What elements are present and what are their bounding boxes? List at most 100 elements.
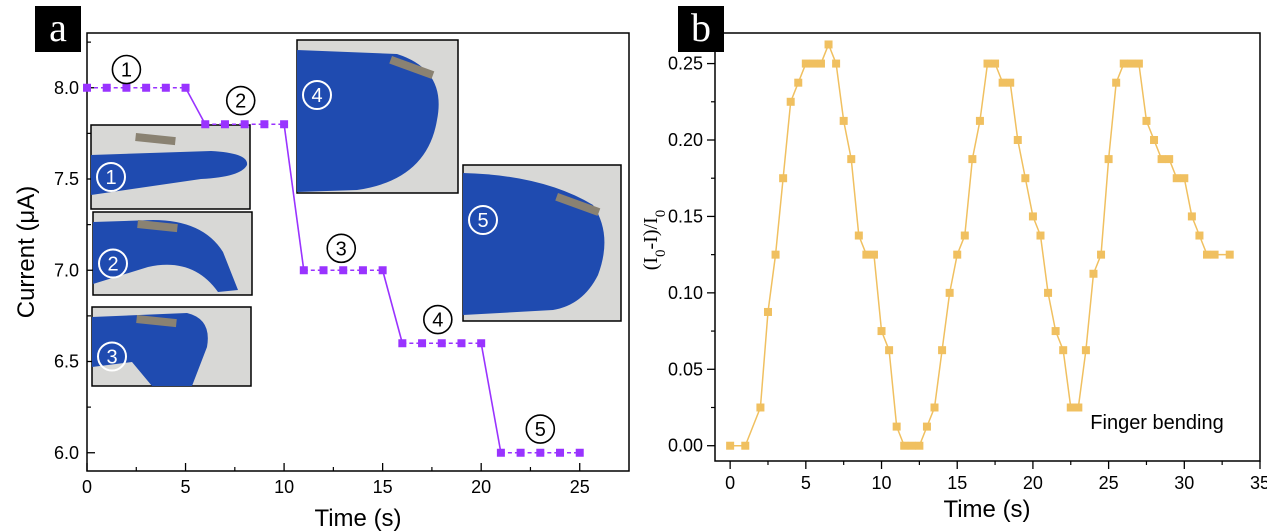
- panel-b-data-point: [741, 441, 750, 450]
- step-label: 1: [121, 60, 132, 82]
- inset-number-circle: [98, 248, 128, 279]
- panel-b-data-point: [794, 78, 803, 87]
- panel-b-data-point: [998, 78, 1007, 87]
- panel-b-data-point: [1127, 59, 1136, 68]
- panel-a-data-point: [142, 83, 151, 92]
- panel-a-series-segment: [480, 343, 502, 453]
- panel-b-x-tick-label: 30: [1174, 473, 1194, 493]
- inset-photo-3: 3: [91, 306, 252, 387]
- panel-b-letter-box: [678, 6, 724, 52]
- panel-b-data-point: [832, 59, 841, 68]
- panel-a-data-point: [220, 120, 229, 129]
- panel-b-y-tick-label: 0.20: [668, 130, 703, 150]
- panel-a-y-tick-label: 6.0: [54, 443, 79, 463]
- inset-number-label: 2: [107, 254, 118, 276]
- panel-b-data-point: [1134, 59, 1143, 68]
- panel-b-x-tick-label: 25: [1099, 473, 1119, 493]
- inset-number-label: 3: [106, 347, 117, 369]
- panel-a-data-point: [319, 266, 328, 275]
- panel-a-data-point: [477, 339, 486, 348]
- panel-b-data-point: [1097, 250, 1106, 259]
- inset-photo-2: 2: [92, 211, 253, 296]
- panel-b-data-point: [877, 327, 886, 336]
- step-label: 2: [235, 91, 246, 113]
- panel-b-axes: 0 5 10 15 20 25 30 35 0.00 0.05 0.10 0.15 0.20 0.25: [668, 54, 1267, 493]
- panel-b-chart: b 0 5 10 15 20 25 30 35 0.00 0.05 0.10 0.15 0.20 0.25…: [640, 5, 1267, 523]
- panel-b-data-point: [801, 59, 810, 68]
- step-label: 4: [432, 310, 443, 332]
- panel-b-data-point: [991, 59, 1000, 68]
- panel-b-data-point: [892, 422, 901, 431]
- panel-b-data-point: [1036, 231, 1045, 240]
- panel-b-data-point: [839, 116, 848, 125]
- panel-b-y-tick-label: 0.10: [668, 283, 703, 303]
- panel-b-series: [726, 40, 1234, 450]
- panel-b-data-point: [938, 346, 947, 355]
- panel-a-x-tick-label: 5: [181, 477, 191, 497]
- panel-b-data-point: [824, 40, 833, 49]
- panel-a-y-tick-label: 7.5: [54, 169, 79, 189]
- panel-a-data-point: [418, 339, 427, 348]
- panel-b-data-point: [1013, 136, 1022, 144]
- panel-a-x-tick-label: 10: [274, 477, 294, 497]
- panel-b-data-point: [1044, 288, 1053, 297]
- panel-a-letter: a: [49, 5, 67, 50]
- panel-b-x-tick-label: 15: [947, 473, 967, 493]
- panel-b-annotation: Finger bending: [1090, 412, 1223, 434]
- inset-number-circle: [96, 162, 126, 192]
- panel-a-data-point: [516, 448, 525, 457]
- panel-b-data-point: [809, 59, 818, 68]
- panel-b-data-point: [779, 174, 788, 183]
- panel-b-data-point: [968, 155, 977, 164]
- panel-b-data-point: [816, 59, 825, 68]
- panel-a-data-point: [556, 448, 565, 457]
- panel-b-data-point: [1112, 78, 1121, 87]
- panel-b-data-point: [763, 307, 772, 316]
- panel-b-data-point: [1051, 327, 1060, 336]
- panel-a-data-point: [181, 83, 190, 92]
- panel-b-data-point: [1028, 212, 1037, 221]
- panel-b-data-point: [930, 403, 939, 412]
- panel-b-data-point: [771, 250, 780, 259]
- panel-b-data-point: [847, 155, 856, 164]
- panel-b-y-tick-label: 0.25: [668, 54, 703, 74]
- panel-b-data-point: [945, 288, 954, 297]
- inset-photo-1: 1: [90, 124, 251, 210]
- panel-b-data-point: [1210, 250, 1219, 259]
- panel-b-y-tick-label: 0.05: [668, 359, 703, 379]
- panel-a-data-point: [358, 266, 367, 275]
- panel-a-series-segment: [184, 87, 206, 125]
- panel-a-data-point: [339, 266, 348, 275]
- panel-b-data-point: [915, 441, 924, 450]
- panel-b-data-point: [1187, 212, 1196, 221]
- panel-b-data-point: [1021, 174, 1030, 183]
- panel-a-letter-box: [35, 6, 81, 52]
- panel-b-data-point: [1059, 346, 1068, 355]
- panel-b-data-point: [869, 250, 878, 259]
- panel-a-series: [83, 83, 584, 457]
- inset-number-circle: [97, 341, 127, 372]
- panel-b-y-tick-label: 0.15: [668, 206, 703, 226]
- inset-number-circle: [468, 205, 498, 235]
- panel-b-data-point: [854, 231, 863, 240]
- inset-photo-4: 4: [296, 39, 459, 194]
- panel-a-y-axis-label: Current (μA): [13, 186, 40, 319]
- panel-b-data-point: [922, 422, 931, 431]
- panel-b-data-point: [1150, 136, 1159, 144]
- panel-b-plot-frame: [714, 32, 1261, 462]
- panel-a-x-tick-label: 25: [570, 477, 590, 497]
- panel-a-x-tick-label: 20: [471, 477, 491, 497]
- panel-a-data-point: [437, 339, 446, 348]
- inset-number-label: 1: [105, 167, 116, 189]
- panel-b-data-point: [1119, 59, 1128, 68]
- step-label: 5: [535, 419, 546, 441]
- panel-a-data-point: [496, 448, 505, 457]
- panel-b-data-point: [983, 59, 992, 68]
- panel-b-data-point: [1089, 269, 1098, 278]
- panel-a-x-axis-label: Time (s): [314, 505, 401, 531]
- panel-a-photos: 1 2 3 4 5: [90, 39, 622, 387]
- panel-b-data-point: [1195, 231, 1204, 240]
- panel-a-data-point: [457, 339, 466, 348]
- panel-a-step-labels: 1 2 3 4 5: [111, 54, 556, 444]
- panel-b-data-point: [1006, 78, 1015, 87]
